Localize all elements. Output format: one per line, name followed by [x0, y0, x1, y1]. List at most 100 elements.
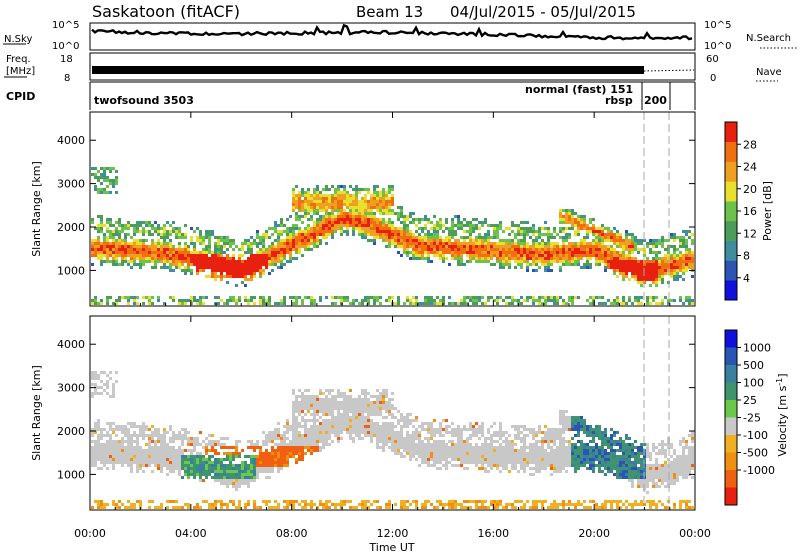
- heatmap-cell: [532, 230, 535, 233]
- heatmap-cell: [658, 239, 661, 242]
- heatmap-cell: [166, 500, 169, 503]
- heatmap-cell: [94, 245, 97, 248]
- heatmap-cell: [169, 425, 172, 428]
- heatmap-cell: [175, 251, 178, 254]
- heatmap-cell: [601, 248, 604, 251]
- heatmap-cell: [130, 449, 133, 452]
- heatmap-cell: [211, 467, 214, 470]
- heatmap-cell: [142, 248, 145, 251]
- heatmap-cell: [223, 275, 226, 278]
- heatmap-cell: [361, 215, 364, 218]
- heatmap-cell: [148, 230, 151, 233]
- heatmap-cell: [148, 224, 151, 227]
- heatmap-cell: [331, 197, 334, 200]
- heatmap-cell: [592, 233, 595, 236]
- heatmap-cell: [112, 245, 115, 248]
- heatmap-cell: [349, 404, 352, 407]
- heatmap-cell: [151, 245, 154, 248]
- heatmap-cell: [412, 455, 415, 458]
- heatmap-cell: [535, 239, 538, 242]
- heatmap-cell: [262, 254, 265, 257]
- heatmap-cell: [622, 257, 625, 260]
- heatmap-cell: [661, 260, 664, 263]
- heatmap-cell: [106, 455, 109, 458]
- heatmap-cell: [247, 242, 250, 245]
- heatmap-cell: [283, 455, 286, 458]
- heatmap-cell: [424, 236, 427, 239]
- heatmap-cell: [403, 248, 406, 251]
- heatmap-cell: [643, 263, 646, 266]
- heatmap-cell: [556, 248, 559, 251]
- heatmap-cell: [559, 260, 562, 263]
- heatmap-cell: [355, 197, 358, 200]
- heatmap-cell: [268, 254, 271, 257]
- heatmap-cell: [370, 410, 373, 413]
- heatmap-cell: [295, 446, 298, 449]
- heatmap-cell: [244, 263, 247, 266]
- heatmap-cell: [262, 236, 265, 239]
- heatmap-cell: [214, 266, 217, 269]
- heatmap-cell: [94, 389, 97, 392]
- heatmap-cell: [325, 431, 328, 434]
- heatmap-cell: [166, 260, 169, 263]
- heatmap-cell: [616, 275, 619, 278]
- heatmap-cell: [679, 296, 682, 299]
- heatmap-cell: [193, 242, 196, 245]
- heatmap-cell: [169, 263, 172, 266]
- heatmap-cell: [208, 257, 211, 260]
- heatmap-cell: [313, 239, 316, 242]
- heatmap-cell: [319, 221, 322, 224]
- heatmap-cell: [427, 461, 430, 464]
- heatmap-cell: [319, 194, 322, 197]
- heatmap-cell: [628, 248, 631, 251]
- heatmap-cell: [367, 212, 370, 215]
- heatmap-cell: [247, 299, 250, 302]
- heatmap-cell: [649, 269, 652, 272]
- heatmap-cell: [400, 503, 403, 506]
- heatmap-cell: [442, 245, 445, 248]
- heatmap-cell: [454, 464, 457, 467]
- heatmap-cell: [502, 251, 505, 254]
- heatmap-cell: [97, 245, 100, 248]
- heatmap-cell: [94, 464, 97, 467]
- heatmap-cell: [430, 233, 433, 236]
- heatmap-cell: [544, 251, 547, 254]
- heatmap-cell: [226, 272, 229, 275]
- heatmap-cell: [331, 389, 334, 392]
- heatmap-cell: [304, 434, 307, 437]
- heatmap-cell: [208, 461, 211, 464]
- heatmap-cell: [343, 422, 346, 425]
- heatmap-cell: [142, 461, 145, 464]
- heatmap-cell: [457, 428, 460, 431]
- heatmap-cell: [232, 464, 235, 467]
- heatmap-cell: [262, 248, 265, 251]
- heatmap-cell: [520, 257, 523, 260]
- heatmap-cell: [103, 260, 106, 263]
- heatmap-cell: [475, 296, 478, 299]
- heatmap-cell: [307, 446, 310, 449]
- heatmap-cell: [304, 230, 307, 233]
- heatmap-cell: [109, 179, 112, 182]
- heatmap-cell: [559, 296, 562, 299]
- heatmap-cell: [319, 401, 322, 404]
- heatmap-cell: [628, 254, 631, 257]
- heatmap-cell: [301, 392, 304, 395]
- heatmap-cell: [244, 476, 247, 479]
- heatmap-cell: [505, 302, 508, 305]
- heatmap-cell: [400, 245, 403, 248]
- power-colorbar-swatch: [725, 280, 737, 301]
- heatmap-cell: [157, 296, 160, 299]
- heatmap-cell: [433, 440, 436, 443]
- heatmap-cell: [403, 227, 406, 230]
- heatmap-cell: [340, 431, 343, 434]
- heatmap-cell: [217, 296, 220, 299]
- heatmap-cell: [94, 461, 97, 464]
- freq-label-1: Freq.: [6, 54, 31, 65]
- heatmap-cell: [442, 260, 445, 263]
- heatmap-cell: [118, 500, 121, 503]
- heatmap-cell: [454, 254, 457, 257]
- heatmap-cell: [421, 248, 424, 251]
- heatmap-cell: [643, 251, 646, 254]
- heatmap-cell: [559, 230, 562, 233]
- heatmap-cell: [112, 503, 115, 506]
